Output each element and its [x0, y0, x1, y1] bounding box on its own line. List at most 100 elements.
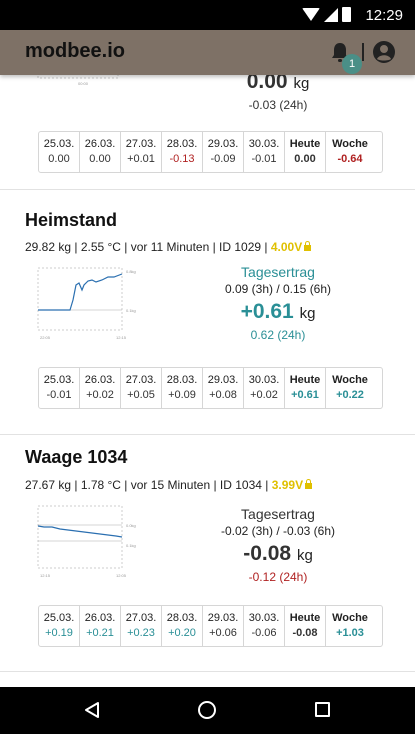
day-date: 28.03.: [166, 138, 198, 150]
day-table: 25.03. +0.19 26.03. +0.21 27.03. +0.23 28.03. +…: [38, 605, 383, 647]
day-date: 29.03.: [207, 138, 239, 150]
day-date: Woche: [332, 374, 368, 386]
day-date: 30.03.: [248, 612, 280, 624]
day-value: +0.20: [168, 627, 196, 639]
appbar-separator: [362, 43, 364, 61]
yield-value: +0.61: [240, 300, 294, 323]
svg-text:0.8kg: 0.8kg: [126, 269, 136, 274]
back-icon[interactable]: [84, 701, 100, 719]
status-bar: 12:29: [0, 0, 415, 30]
day-date: 27.03.: [125, 612, 157, 624]
day-date: 26.03.: [84, 374, 116, 386]
weight-sparkline: 0.8kg 0.1kg 22:05 12:15: [37, 267, 136, 340]
yield-unit: kg: [296, 547, 313, 564]
day-value: +0.09: [168, 389, 196, 401]
day-value: +1.03: [336, 627, 364, 639]
day-value: +0.01: [127, 153, 155, 165]
card-divider: [0, 189, 415, 190]
account-icon[interactable]: [372, 40, 396, 64]
scale-list[interactable]: 0.1kg 00:00 0.00 kg -0.03 (24h) 25.03. 0.…: [0, 75, 415, 687]
day-cell: 27.03. +0.23: [121, 606, 162, 646]
day-date: 27.03.: [125, 374, 157, 386]
day-value: +0.06: [209, 627, 237, 639]
day-cell: 26.03. 0.00: [80, 132, 121, 172]
day-value: -0.06: [251, 627, 277, 639]
app-title[interactable]: modbee.io: [25, 40, 126, 62]
svg-text:12:05: 12:05: [116, 573, 127, 578]
day-value: +0.61: [291, 389, 319, 401]
card-divider: [0, 671, 415, 672]
day-value: +0.05: [127, 389, 155, 401]
day-cell: 29.03. +0.08: [203, 368, 244, 408]
home-icon[interactable]: [198, 701, 216, 719]
battery-icon: [342, 7, 351, 22]
day-date: 29.03.: [207, 612, 239, 624]
day-date: 28.03.: [166, 612, 198, 624]
day-cell: Woche +0.22: [326, 368, 374, 408]
day-value: +0.22: [336, 389, 364, 401]
day-date: 30.03.: [248, 138, 280, 150]
day-cell: Heute 0.00: [285, 132, 326, 172]
scale-card-partial: 0.1kg 00:00 0.00 kg -0.03 (24h) 25.03. 0.…: [0, 75, 415, 205]
day-value: +0.23: [127, 627, 155, 639]
day-date: Heute: [289, 138, 321, 150]
notification-badge[interactable]: 1: [342, 54, 362, 74]
yield-24h: -0.03 (24h): [248, 98, 308, 112]
day-value: -0.01: [251, 153, 277, 165]
day-value: -0.13: [169, 153, 195, 165]
day-cell: 28.03. +0.09: [162, 368, 203, 408]
yield-24h: -0.12 (24h): [248, 570, 308, 584]
day-cell: 28.03. -0.13: [162, 132, 203, 172]
app-bar: modbee.io 1: [0, 30, 415, 75]
svg-text:0.1kg: 0.1kg: [126, 308, 136, 313]
scale-card-heimstand[interactable]: Heimstand 29.82 kg | 2.55 °C | vor 11 Mi…: [0, 190, 415, 434]
day-value: -0.01: [46, 389, 72, 401]
battery-voltage: 3.99V: [271, 478, 304, 492]
yield-summary: 0.00 kg -0.03 (24h): [138, 75, 415, 112]
scale-title[interactable]: Waage 1034: [25, 447, 128, 467]
bell-icon[interactable]: [330, 41, 350, 63]
yield-value: -0.08: [243, 542, 292, 565]
scale-info-text: 29.82 kg | 2.55 °C | vor 11 Minuten | ID…: [25, 240, 268, 254]
day-value: -0.64: [337, 153, 363, 165]
day-date: Heute: [289, 374, 321, 386]
day-cell: Heute -0.08: [285, 606, 326, 646]
scale-title[interactable]: Heimstand: [25, 210, 118, 230]
day-date: 27.03.: [125, 138, 157, 150]
day-value: 0.00: [48, 153, 70, 165]
battery-voltage: 4.00V: [270, 240, 303, 254]
day-cell: 26.03. +0.21: [80, 606, 121, 646]
day-value: +0.19: [45, 627, 73, 639]
yield-summary: Tagesertrag -0.02 (3h) / -0.03 (6h) -0.0…: [138, 506, 415, 584]
day-cell: 30.03. +0.02: [244, 368, 285, 408]
scale-info: 29.82 kg | 2.55 °C | vor 11 Minuten | ID…: [25, 240, 312, 254]
day-value: +0.02: [250, 389, 278, 401]
day-value: +0.02: [86, 389, 114, 401]
day-date: Woche: [332, 612, 368, 624]
day-cell: 30.03. -0.01: [244, 132, 285, 172]
weight-sparkline: 0.0kg 0.1kg 12:15 12:05: [37, 505, 136, 578]
day-table: 25.03. 0.00 26.03. 0.00 27.03. +0.01 28.03. -0.…: [38, 131, 383, 173]
svg-text:12:15: 12:15: [40, 573, 51, 578]
yield-unit: kg: [293, 75, 310, 92]
recent-apps-icon[interactable]: [315, 702, 330, 717]
day-cell: Woche -0.64: [326, 132, 374, 172]
svg-text:0.0kg: 0.0kg: [126, 523, 136, 528]
weight-sparkline: 0.1kg 00:00: [37, 75, 119, 86]
svg-text:22:05: 22:05: [40, 335, 51, 340]
day-date: 30.03.: [248, 374, 280, 386]
yield-subvalues: 0.09 (3h) / 0.15 (6h): [224, 282, 332, 296]
yield-value: 0.00: [246, 75, 288, 93]
scale-card-waage-1034[interactable]: Waage 1034 27.67 kg | 1.78 °C | vor 15 M…: [0, 435, 415, 675]
day-date: 26.03.: [84, 138, 116, 150]
yield-summary: Tagesertrag 0.09 (3h) / 0.15 (6h) +0.61 …: [138, 264, 415, 342]
day-cell: 30.03. -0.06: [244, 606, 285, 646]
yield-label: Tagesertrag: [241, 506, 315, 522]
svg-text:00:00: 00:00: [78, 81, 89, 86]
day-cell: 25.03. -0.01: [39, 368, 80, 408]
day-cell: 29.03. +0.06: [203, 606, 244, 646]
yield-label: Tagesertrag: [241, 264, 315, 280]
day-value: -0.08: [292, 627, 318, 639]
day-cell: Woche +1.03: [326, 606, 374, 646]
day-date: 26.03.: [84, 612, 116, 624]
